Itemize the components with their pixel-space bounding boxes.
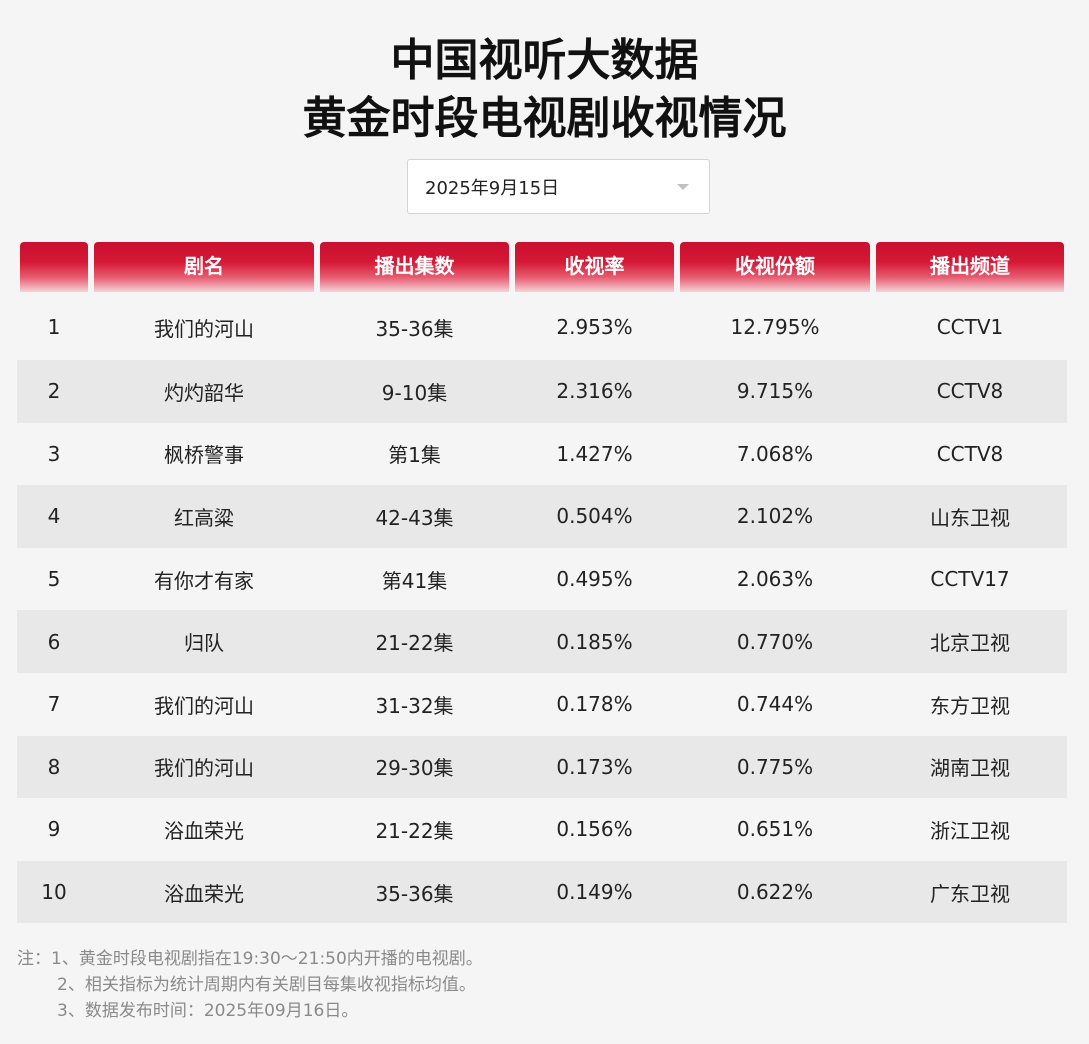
table-row: 7 我们的河山 31-32集 0.178% 0.744% 东方卫视: [17, 672, 1067, 736]
channel-cell: 东方卫视: [873, 672, 1067, 736]
episodes-cell: 35-36集: [317, 860, 512, 924]
column-header-channel: 播出频道: [873, 236, 1067, 294]
page-title: 中国视听大数据: [390, 35, 699, 86]
share-cell: 0.651%: [677, 798, 873, 861]
share-cell: 0.770%: [677, 610, 873, 673]
channel-cell: CCTV8: [873, 422, 1067, 486]
rating-cell: 0.495%: [512, 547, 677, 611]
episodes-cell: 9-10集: [317, 360, 512, 423]
drama-name-cell: 我们的河山: [91, 735, 317, 799]
share-cell: 0.744%: [677, 672, 873, 736]
footnote-2: 2、相关指标为统计周期内有关剧目每集收视指标均值。: [57, 975, 476, 995]
rating-cell: 0.504%: [512, 485, 677, 548]
table-row: 3 枫桥警事 第1集 1.427% 7.068% CCTV8: [17, 422, 1067, 486]
rank-cell: 7: [17, 672, 91, 736]
table-row: 1 我们的河山 35-36集 2.953% 12.795% CCTV1: [17, 294, 1067, 360]
rating-cell: 0.178%: [512, 672, 677, 736]
share-cell: 2.063%: [677, 547, 873, 611]
channel-cell: CCTV1: [873, 294, 1067, 360]
episodes-cell: 21-22集: [317, 610, 512, 673]
rank-cell: 4: [17, 485, 91, 548]
table-row: 2 灼灼韶华 9-10集 2.316% 9.715% CCTV8: [17, 360, 1067, 423]
share-cell: 12.795%: [677, 294, 873, 360]
rating-cell: 1.427%: [512, 422, 677, 486]
rating-cell: 2.316%: [512, 360, 677, 423]
footnotes: 注：1、黄金时段电视剧指在19:30～21:50内开播的电视剧。 2、相关指标为…: [17, 946, 483, 1024]
share-cell: 0.622%: [677, 860, 873, 924]
footnote-1: 注：1、黄金时段电视剧指在19:30～21:50内开播的电视剧。: [17, 949, 483, 969]
drama-name-cell: 我们的河山: [91, 294, 317, 360]
column-header-share: 收视份额: [677, 236, 873, 294]
episodes-cell: 29-30集: [317, 735, 512, 799]
episodes-cell: 第41集: [317, 547, 512, 611]
channel-cell: CCTV17: [873, 547, 1067, 611]
date-select[interactable]: 2025年9月15日: [407, 159, 710, 214]
channel-cell: CCTV8: [873, 360, 1067, 423]
drama-name-cell: 枫桥警事: [91, 422, 317, 486]
drama-name-cell: 归队: [91, 610, 317, 673]
drama-name-cell: 红高粱: [91, 485, 317, 548]
rank-cell: 2: [17, 360, 91, 423]
share-cell: 2.102%: [677, 485, 873, 548]
ratings-table: 剧名 播出集数 收视率 收视份额 播出频道 1 我们的河山 35-36集 2.9…: [17, 236, 1067, 924]
episodes-cell: 第1集: [317, 422, 512, 486]
drama-name-cell: 我们的河山: [91, 672, 317, 736]
rating-cell: 2.953%: [512, 294, 677, 360]
drama-name-cell: 有你才有家: [91, 547, 317, 611]
drama-name-cell: 浴血荣光: [91, 860, 317, 924]
share-cell: 9.715%: [677, 360, 873, 423]
share-cell: 7.068%: [677, 422, 873, 486]
channel-cell: 广东卫视: [873, 860, 1067, 924]
share-cell: 0.775%: [677, 735, 873, 799]
episodes-cell: 31-32集: [317, 672, 512, 736]
chevron-down-icon: [677, 184, 689, 190]
column-header-episodes: 播出集数: [317, 236, 512, 294]
episodes-cell: 21-22集: [317, 798, 512, 861]
column-header-rank: [17, 236, 91, 294]
table-row: 10 浴血荣光 35-36集 0.149% 0.622% 广东卫视: [17, 860, 1067, 924]
column-header-name: 剧名: [91, 236, 317, 294]
drama-name-cell: 浴血荣光: [91, 798, 317, 861]
page-subtitle: 黄金时段电视剧收视情况: [302, 93, 787, 144]
table-row: 5 有你才有家 第41集 0.495% 2.063% CCTV17: [17, 547, 1067, 611]
drama-name-cell: 灼灼韶华: [91, 360, 317, 423]
rank-cell: 6: [17, 610, 91, 673]
table-row: 8 我们的河山 29-30集 0.173% 0.775% 湖南卫视: [17, 735, 1067, 799]
table-row: 9 浴血荣光 21-22集 0.156% 0.651% 浙江卫视: [17, 798, 1067, 861]
rank-cell: 1: [17, 294, 91, 360]
rank-cell: 8: [17, 735, 91, 799]
channel-cell: 湖南卫视: [873, 735, 1067, 799]
rating-cell: 0.149%: [512, 860, 677, 924]
rating-cell: 0.156%: [512, 798, 677, 861]
rank-cell: 10: [17, 860, 91, 924]
table-header-row: 剧名 播出集数 收视率 收视份额 播出频道: [17, 236, 1067, 294]
channel-cell: 山东卫视: [873, 485, 1067, 548]
rating-cell: 0.173%: [512, 735, 677, 799]
date-select-value: 2025年9月15日: [425, 177, 560, 199]
column-header-rating: 收视率: [512, 236, 677, 294]
episodes-cell: 42-43集: [317, 485, 512, 548]
rating-cell: 0.185%: [512, 610, 677, 673]
rank-cell: 9: [17, 798, 91, 861]
table-row: 4 红高粱 42-43集 0.504% 2.102% 山东卫视: [17, 485, 1067, 548]
channel-cell: 北京卫视: [873, 610, 1067, 673]
table-row: 6 归队 21-22集 0.185% 0.770% 北京卫视: [17, 610, 1067, 673]
episodes-cell: 35-36集: [317, 294, 512, 360]
footnote-3: 3、数据发布时间：2025年09月16日。: [57, 1001, 359, 1021]
rank-cell: 3: [17, 422, 91, 486]
channel-cell: 浙江卫视: [873, 798, 1067, 861]
rank-cell: 5: [17, 547, 91, 611]
